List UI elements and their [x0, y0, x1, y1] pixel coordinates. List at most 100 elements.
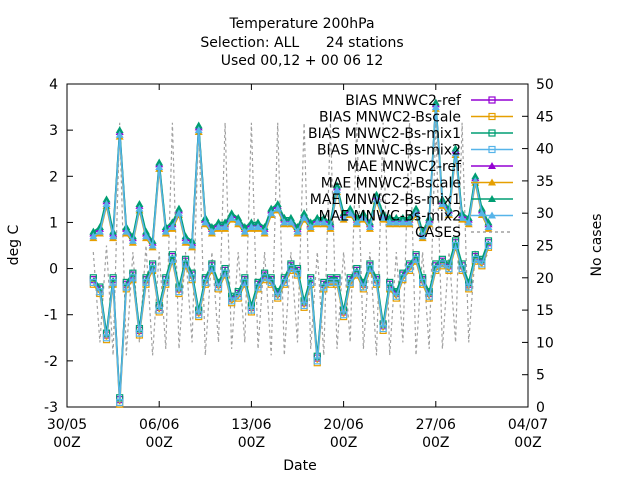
data-point: [142, 227, 151, 235]
data-point: [109, 274, 117, 282]
x-tick-label-date: 30/05: [47, 417, 87, 433]
data-point: [484, 237, 493, 245]
y2-tick-label: 5: [536, 368, 545, 384]
legend-label: BIAS MNWC2-Bscale: [319, 110, 461, 126]
data-point: [241, 278, 249, 287]
data-point: [162, 278, 170, 287]
y-tick-label: 3: [49, 123, 58, 139]
data-point: [142, 278, 150, 287]
data-point: [346, 209, 355, 217]
data-point: [155, 158, 164, 166]
data-point: [287, 260, 295, 268]
legend-label: MAE MNWC-Bs-mix2: [319, 209, 461, 225]
title-line-3: Used 00,12 + 00 06 12: [221, 53, 384, 69]
x-tick-label-date: 27/06: [416, 417, 456, 433]
data-point: [221, 269, 229, 277]
data-point: [89, 274, 97, 282]
data-point: [129, 269, 137, 277]
y2-tick-label: 10: [536, 335, 554, 351]
legend-label: BIAS MNWC2-ref: [345, 93, 462, 109]
legend-label: BIAS MNWC2-Bs-mix1: [308, 126, 461, 142]
data-point: [465, 283, 473, 291]
data-point: [260, 274, 269, 282]
data-point: [89, 278, 97, 287]
bias-series: [89, 237, 493, 408]
data-point: [208, 264, 216, 273]
series-line: [92, 237, 490, 398]
data-point: [122, 227, 131, 235]
x-axis-label: Date: [283, 458, 316, 474]
data-point: [313, 357, 321, 365]
y2-tick-label: 35: [536, 174, 554, 190]
data-point: [122, 283, 130, 291]
legend-label: CASES: [415, 225, 461, 241]
data-point: [135, 199, 144, 207]
data-point: [346, 204, 355, 212]
data-point: [471, 255, 479, 263]
y-tick-label: -1: [44, 308, 58, 324]
data-point: [359, 283, 367, 291]
data-point: [412, 251, 420, 259]
data-point: [201, 278, 209, 287]
data-point: [326, 218, 335, 226]
data-point: [431, 103, 440, 111]
data-point: [405, 264, 414, 273]
x-tick-label-date: 13/06: [231, 417, 271, 433]
data-point: [398, 213, 407, 221]
data-point: [214, 223, 223, 231]
data-point: [194, 126, 203, 134]
data-point: [379, 213, 388, 221]
data-point: [300, 301, 308, 310]
data-point: [300, 209, 309, 217]
data-point: [168, 251, 176, 259]
data-point: [320, 283, 328, 291]
data-point: [201, 218, 210, 226]
y2-tick-label: 45: [536, 109, 554, 125]
data-point: [445, 264, 453, 273]
data-point: [129, 274, 137, 282]
x-tick-label-hour: 00Z: [53, 435, 80, 451]
y2-tick-label: 40: [536, 142, 554, 158]
data-point: [438, 255, 446, 263]
y-tick-label: 4: [49, 77, 58, 93]
data-point: [451, 144, 460, 152]
data-point: [425, 218, 434, 226]
x-tick-label-date: 20/06: [323, 417, 363, 433]
data-point: [477, 209, 486, 217]
data-point: [267, 209, 276, 217]
data-point: [313, 218, 322, 226]
legend-swatch-marker: [488, 178, 496, 186]
data-point: [142, 232, 151, 240]
data-point: [425, 292, 433, 300]
data-point: [372, 278, 381, 287]
legend-swatch-marker: [488, 112, 496, 121]
y-tick-label: -2: [44, 354, 58, 370]
data-point: [155, 163, 164, 171]
data-point: [247, 218, 256, 226]
data-point: [195, 311, 203, 319]
series-line: [92, 242, 490, 403]
data-point: [267, 278, 275, 287]
data-point: [418, 232, 427, 240]
x-tick-label-hour: 00Z: [238, 435, 265, 451]
data-point: [464, 218, 473, 226]
cases-series: [92, 122, 490, 356]
data-point: [438, 260, 446, 268]
data-point: [471, 172, 480, 180]
data-point: [128, 236, 137, 244]
data-point: [102, 199, 111, 207]
data-point: [333, 186, 342, 194]
data-point: [95, 227, 104, 235]
x-tick-label-date: 04/07: [508, 417, 548, 433]
x-tick-label-hour: 00Z: [422, 435, 449, 451]
data-point: [247, 306, 255, 314]
data-point: [392, 292, 400, 300]
data-point: [227, 209, 236, 217]
y2-tick-label: 25: [536, 239, 554, 255]
data-point: [254, 283, 262, 291]
data-point: [300, 213, 309, 221]
data-point: [240, 227, 249, 235]
data-point: [306, 223, 315, 231]
data-point: [247, 223, 256, 231]
